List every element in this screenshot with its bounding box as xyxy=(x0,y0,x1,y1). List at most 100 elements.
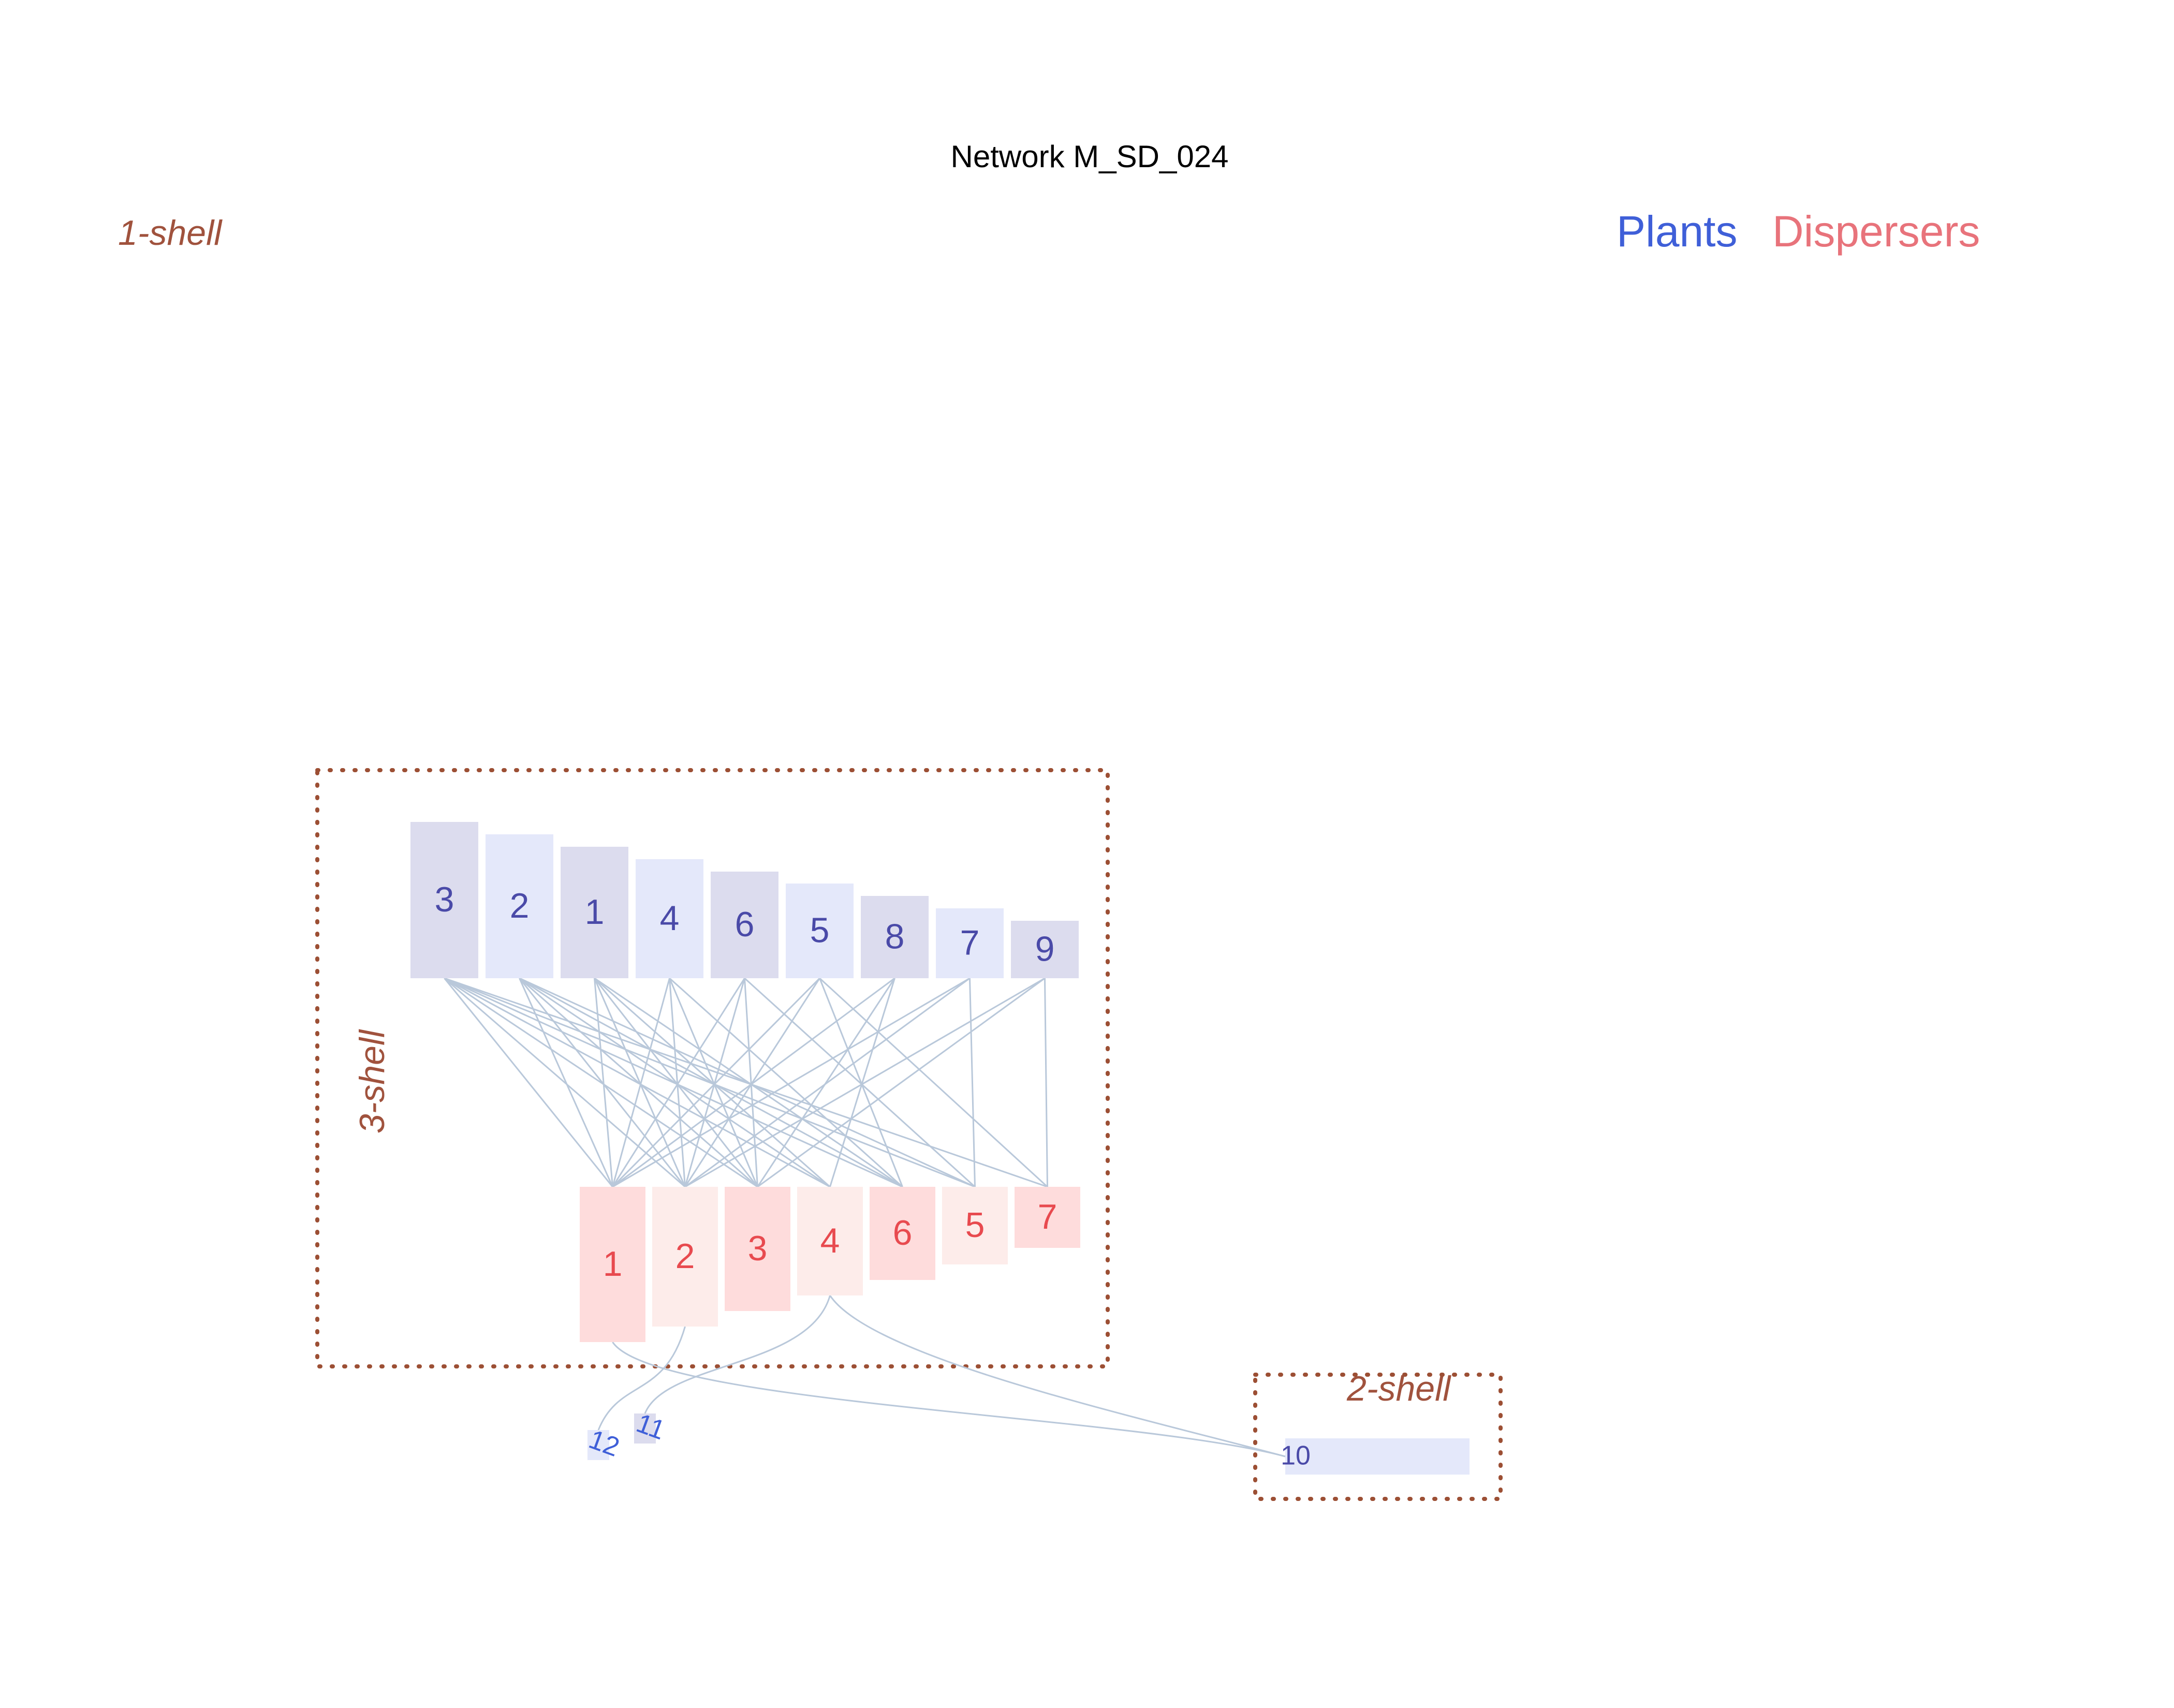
edge-plant-5-disperser-6 xyxy=(819,978,903,1187)
plant-node-rect xyxy=(1011,921,1079,978)
disperser-node-rect xyxy=(797,1187,863,1295)
plant-node-rect xyxy=(561,847,628,978)
plant-node-label: 1 xyxy=(585,892,605,932)
plant-node-label: 4 xyxy=(660,899,680,938)
plant-node-rect xyxy=(861,896,929,978)
edge-plant-4-disperser-6 xyxy=(669,977,903,1188)
legend-plants: Plants xyxy=(1617,207,1737,256)
chart-title: Network M_SD_024 xyxy=(951,139,1229,174)
plant-node-rect xyxy=(1285,1438,1470,1475)
edge-plant-1-disperser-1 xyxy=(594,978,613,1187)
disperser-node-label: 7 xyxy=(1038,1197,1057,1236)
shell-label-3: 3-shell xyxy=(352,1029,392,1133)
edge-plant-5-disperser-1 xyxy=(612,977,820,1188)
plant-node-1[interactable]: 1 xyxy=(561,847,628,978)
plant-node-label: 6 xyxy=(735,905,755,944)
disperser-node-5[interactable]: 5 xyxy=(942,1187,1008,1264)
edge-plant-3-disperser-4 xyxy=(444,977,831,1188)
plant-node-11[interactable]: 11 xyxy=(633,1408,669,1446)
edge-plant-7-disperser-5 xyxy=(969,978,976,1187)
plant-node-label: 3 xyxy=(435,880,454,919)
disperser-nodes: 1 2 3 4 6 5 7 xyxy=(580,1187,1080,1342)
plant-node-4[interactable]: 4 xyxy=(636,859,703,978)
disperser-node-4[interactable]: 4 xyxy=(797,1187,863,1295)
edge-plant-6-disperser-5 xyxy=(744,977,976,1188)
disperser-node-6[interactable]: 6 xyxy=(870,1187,935,1280)
plant-node-rect xyxy=(587,1430,609,1460)
disperser-node-2[interactable]: 2 xyxy=(652,1187,718,1327)
plant-node-6[interactable]: 6 xyxy=(711,872,778,978)
plant-node-8[interactable]: 8 xyxy=(861,896,929,978)
plant-node-label: 8 xyxy=(885,917,905,956)
shell-3-box xyxy=(315,768,1110,1368)
edge-plant-12-disperser-2 xyxy=(597,1326,686,1431)
shell-label-1: 1-shell xyxy=(118,213,223,253)
plant-node-10[interactable]: 10 xyxy=(1281,1438,1470,1475)
edge-plant-3-disperser-3 xyxy=(444,977,758,1188)
edge-plant-10-disperser-1 xyxy=(612,1342,1286,1457)
edge-plant-1-disperser-2 xyxy=(594,978,686,1187)
disperser-node-rect xyxy=(942,1187,1008,1264)
plant-node-rect xyxy=(410,822,478,978)
plant-node-label: 10 xyxy=(1281,1441,1311,1471)
disperser-node-label: 5 xyxy=(965,1205,985,1245)
edge-plant-5-disperser-7 xyxy=(819,977,1048,1188)
disperser-node-rect xyxy=(652,1187,718,1327)
plant-node-label: 2 xyxy=(510,886,530,925)
plant-node-rect xyxy=(636,859,703,978)
edge-plant-6-disperser-2 xyxy=(684,978,745,1187)
edge-plant-4-disperser-3 xyxy=(669,978,758,1187)
edge-plant-11-disperser-4 xyxy=(644,1295,831,1414)
edge-plant-3-disperser-1 xyxy=(444,978,613,1187)
disperser-node-1[interactable]: 1 xyxy=(580,1187,645,1342)
disperser-node-rect xyxy=(725,1187,790,1311)
edge-plant-2-disperser-3 xyxy=(519,977,758,1188)
edge-plant-8-disperser-1 xyxy=(612,977,895,1188)
edge-plant-4-disperser-2 xyxy=(669,978,686,1187)
plant-node-rect xyxy=(786,884,854,978)
plant-node-3[interactable]: 3 xyxy=(410,822,478,978)
plant-node-rect xyxy=(711,872,778,978)
disperser-node-label: 1 xyxy=(603,1244,623,1284)
edge-plant-2-disperser-1 xyxy=(519,978,613,1187)
disperser-node-rect xyxy=(580,1187,645,1342)
edge-plant-7-disperser-2 xyxy=(684,977,971,1188)
edge-plant-1-disperser-3 xyxy=(594,978,758,1187)
disperser-node-label: 6 xyxy=(893,1213,913,1253)
plant-node-rect xyxy=(486,834,553,978)
edge-plant-10-disperser-4 xyxy=(829,1295,1286,1457)
edge-plant-4-disperser-1 xyxy=(612,978,670,1187)
disperser-node-label: 2 xyxy=(675,1236,695,1276)
edge-plant-1-disperser-6 xyxy=(594,977,903,1188)
disperser-node-label: 3 xyxy=(748,1229,768,1268)
edge-plant-6-disperser-1 xyxy=(612,978,745,1187)
edge-plant-1-disperser-4 xyxy=(594,977,831,1188)
plant-node-rect xyxy=(936,908,1004,978)
disperser-node-rect xyxy=(870,1187,935,1280)
edge-plant-3-disperser-2 xyxy=(444,977,686,1188)
edge-plant-8-disperser-4 xyxy=(829,978,895,1187)
plant-node-label: 5 xyxy=(810,910,830,950)
plant-node-rect xyxy=(634,1413,656,1444)
edge-plant-9-disperser-2 xyxy=(684,977,1046,1188)
shell-label-2: 2-shell xyxy=(1346,1369,1451,1408)
edge-plant-2-disperser-6 xyxy=(519,977,903,1188)
plant-node-label: 7 xyxy=(960,923,980,962)
edges xyxy=(444,977,1286,1457)
plant-node-9[interactable]: 9 xyxy=(1011,921,1079,978)
disperser-node-7[interactable]: 7 xyxy=(1015,1187,1080,1248)
edge-plant-2-disperser-2 xyxy=(519,978,686,1187)
plant-node-2[interactable]: 2 xyxy=(486,834,553,978)
legend-dispersers: Dispersers xyxy=(1772,207,1980,256)
plant-node-7[interactable]: 7 xyxy=(936,908,1004,978)
disperser-node-3[interactable]: 3 xyxy=(725,1187,790,1311)
edge-plant-9-disperser-3 xyxy=(757,977,1046,1188)
plant-node-5[interactable]: 5 xyxy=(786,884,854,978)
shell-2-box xyxy=(1253,1373,1503,1501)
edge-plant-6-disperser-3 xyxy=(744,978,758,1187)
edge-plant-7-disperser-1 xyxy=(612,977,971,1188)
edge-plant-9-disperser-7 xyxy=(1044,978,1048,1187)
plant-node-label: 9 xyxy=(1035,929,1055,968)
plant-node-12[interactable]: 12 xyxy=(585,1424,623,1463)
